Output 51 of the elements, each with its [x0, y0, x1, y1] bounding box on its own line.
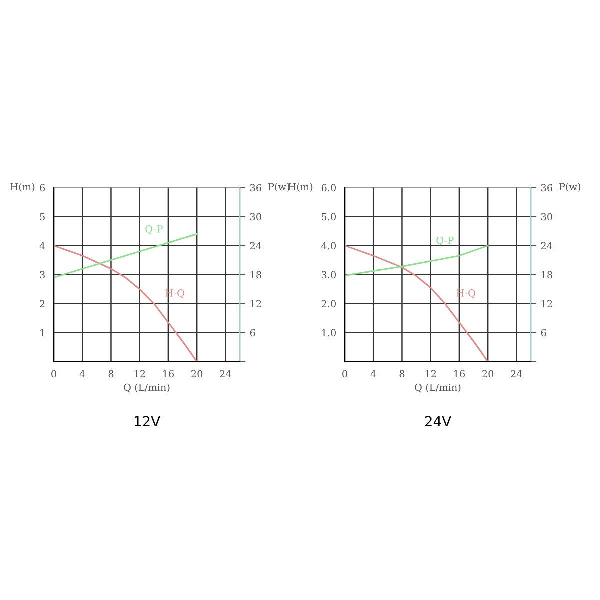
- x-tick-label: 20: [192, 370, 203, 378]
- x-tick-label: 20: [482, 370, 494, 378]
- y2-tick-label: 6: [250, 329, 256, 337]
- y2-tick-label: 12: [250, 300, 262, 308]
- y2-tick-label: 24: [541, 242, 553, 250]
- y2-tick-label: 18: [250, 271, 262, 279]
- y-tick-label: 6.0: [322, 184, 336, 192]
- x-tick-label: 12: [426, 370, 436, 378]
- y-tick-label: 5.0: [322, 213, 336, 221]
- y2-tick-label: 12: [542, 300, 552, 308]
- x-axis-title: Q (L/min): [415, 384, 461, 393]
- y-tick-label: 1: [40, 329, 44, 336]
- y2-tick-label: 6: [541, 329, 546, 337]
- x-tick-label: 24: [511, 370, 522, 378]
- y-tick-label: 2.0: [322, 300, 336, 308]
- y-tick-label: 3.0: [322, 271, 336, 279]
- x-tick-label: 8: [108, 370, 114, 378]
- annotation: Q-P: [146, 226, 163, 234]
- y-tick-label: 4: [40, 242, 46, 250]
- y2-tick-label: 30: [541, 213, 552, 221]
- y-tick-label: 4.0: [322, 242, 336, 250]
- x-tick-label: 16: [163, 370, 174, 378]
- y-tick-label: 6: [40, 184, 46, 192]
- y2-axis-title: P(w): [559, 183, 581, 192]
- line-series: [54, 245, 198, 362]
- y-tick-label: 3: [40, 271, 45, 279]
- x-tick-label: 16: [454, 370, 466, 378]
- x-tick-label: 8: [400, 370, 405, 378]
- y2-tick-label: 36: [250, 184, 262, 192]
- text: 24V: [425, 416, 452, 427]
- x-tick-label: 4: [80, 370, 86, 378]
- x-tick-label: 0: [52, 370, 56, 378]
- y2-tick-label: 24: [250, 242, 262, 250]
- y2-tick-label: 30: [250, 213, 262, 221]
- text: 12V: [134, 416, 160, 427]
- y2-tick-label: 36: [541, 184, 552, 192]
- line-series: [345, 245, 489, 362]
- y-tick-label: 5: [40, 213, 45, 221]
- x-tick-label: 12: [134, 370, 146, 378]
- y2-tick-label: 18: [542, 271, 552, 279]
- line-series: [345, 245, 489, 277]
- annotation: Q-P: [436, 236, 454, 246]
- y-axis-title: H(m): [288, 183, 313, 192]
- y-tick-label: 2: [40, 300, 45, 308]
- y-axis-title: H(m): [10, 183, 35, 192]
- x-axis-title: Q (L/min): [124, 384, 170, 393]
- y2-axis-title: P(w): [268, 183, 290, 192]
- x-tick-label: 24: [220, 370, 232, 378]
- x-tick-label: 0: [342, 370, 348, 378]
- x-tick-label: 4: [370, 370, 376, 378]
- y-tick-label: 1.0: [322, 329, 336, 337]
